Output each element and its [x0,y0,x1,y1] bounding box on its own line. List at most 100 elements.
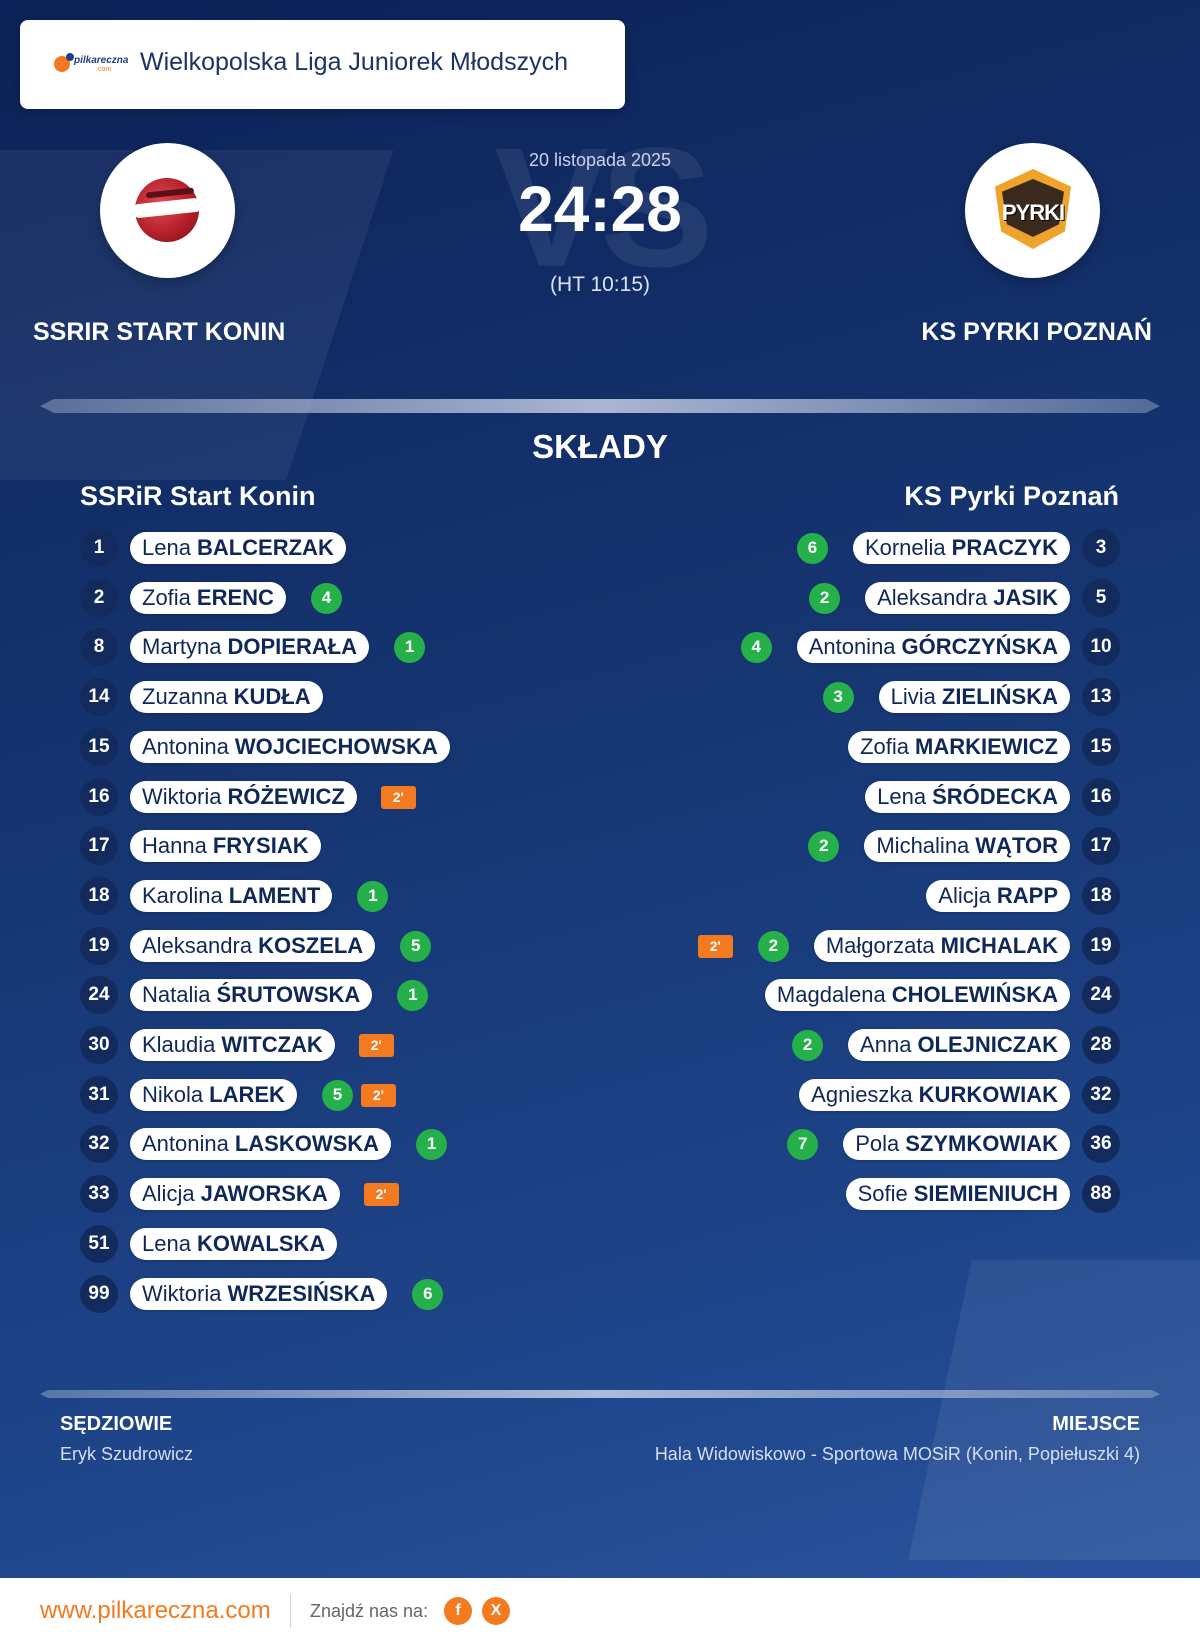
player-last-name: ŚRUTOWSKA [216,982,361,1007]
jersey-number: 28 [1082,1026,1120,1064]
player-last-name: CHOLEWIŃSKA [891,982,1058,1007]
player-first-name: Karolina [142,883,223,908]
player-first-name: Sofie [857,1181,908,1206]
goals-badge: 6 [412,1278,444,1310]
player-name: Małgorzata MICHALAK [813,930,1070,962]
match-score: 24:28 [518,173,682,245]
player-name: Antonina LASKOWSKA [130,1128,392,1160]
jersey-number: 17 [1082,827,1120,865]
jersey-number: 18 [80,877,118,915]
footer: www.pilkareczna.com Znajdź nas na: f X [0,1578,1200,1646]
venue-label: MIEJSCE [1052,1413,1140,1435]
player-row: 8 Martyna DOPIERAŁA 1 [80,628,426,666]
player-last-name: LASKOWSKA [234,1131,380,1156]
player-first-name: Martyna [142,634,222,659]
player-name: Natalia ŚRUTOWSKA [130,979,373,1011]
jersey-number: 16 [80,778,118,816]
player-last-name: ERENC [196,585,274,610]
player-name: Alicja JAWORSKA [130,1178,340,1210]
player-row: 36 Pola SZYMKOWIAK 7 [787,1125,1120,1163]
goals-badge: 4 [740,631,772,663]
venue-value: Hala Widowiskowo - Sportowa MOSiR (Konin… [654,1444,1140,1464]
player-last-name: OLEJNICZAK [917,1032,1058,1057]
player-name: Wiktoria WRZESIŃSKA [130,1278,388,1310]
player-name: Zuzanna KUDŁA [130,681,323,713]
player-first-name: Lena [142,535,191,560]
referees-value: Eryk Szudrowicz [60,1444,194,1464]
player-row: 31 Nikola LAREK 5 2' [80,1076,396,1114]
player-first-name: Agnieszka [811,1082,913,1107]
player-first-name: Klaudia [142,1032,216,1057]
x-icon[interactable]: X [482,1597,510,1625]
player-first-name: Małgorzata [825,933,935,958]
player-first-name: Anna [860,1032,912,1057]
jersey-number: 88 [1082,1175,1120,1213]
player-row: 1 Lena BALCERZAK [80,529,346,567]
goals-badge: 7 [787,1128,819,1160]
jersey-number: 30 [80,1026,118,1064]
player-first-name: Livia [890,684,936,709]
find-us-label: Znajdź nas na: [310,1601,429,1621]
player-first-name: Aleksandra [142,933,253,958]
player-last-name: FRYSIAK [212,833,309,858]
player-first-name: Wiktoria [142,1281,222,1306]
jersey-number: 2 [80,579,118,617]
player-last-name: MICHALAK [940,933,1058,958]
goals-badge: 1 [397,979,429,1011]
player-first-name: Michalina [876,833,970,858]
footer-separator [290,1594,291,1628]
player-name: Zofia MARKIEWICZ [848,731,1070,763]
player-name: Martyna DOPIERAŁA [130,631,370,663]
player-name: Lena ŚRÓDECKA [865,781,1070,813]
player-row: 15 Antonina WOJCIECHOWSKA [80,728,450,766]
jersey-number: 36 [1082,1125,1120,1163]
jersey-number: 1 [80,529,118,567]
suspension-badge: 2' [697,934,733,958]
suspension-badge: 2' [360,1083,396,1107]
jersey-number: 24 [80,976,118,1014]
goals-badge: 6 [796,532,828,564]
player-first-name: Wiktoria [142,784,222,809]
player-row: 13 Livia ZIELIŃSKA 3 [822,678,1120,716]
player-last-name: MARKIEWICZ [915,734,1058,759]
section-divider [40,399,1160,413]
player-name: Alicja RAPP [926,880,1070,912]
player-row: 24 Natalia ŚRUTOWSKA 1 [80,976,429,1014]
goals-badge: 1 [416,1128,448,1160]
referees-label: SĘDZIOWIE [60,1413,173,1435]
pilkareczna-logo: pilkareczna .com [50,50,130,80]
player-last-name: PRACZYK [951,535,1058,560]
player-row: 18 Karolina LAMENT 1 [80,877,389,915]
player-first-name: Pola [855,1131,900,1156]
jersey-number: 32 [80,1125,118,1163]
player-row: 17 Michalina WĄTOR 2 [808,827,1120,865]
player-name: Zofia ERENC [130,582,286,614]
player-last-name: KOWALSKA [196,1231,326,1256]
player-row: 16 Wiktoria RÓŻEWICZ 2' [80,778,416,816]
player-first-name: Alicja [938,883,991,908]
goals-badge: 3 [822,681,854,713]
player-last-name: GÓRCZYŃSKA [901,634,1058,659]
player-last-name: WOJCIECHOWSKA [234,734,438,759]
player-name: Aleksandra JASIK [865,582,1070,614]
home-team-name: SSRIR START KONIN [33,318,286,346]
player-name: Anna OLEJNICZAK [848,1029,1070,1061]
player-name: Livia ZIELIŃSKA [878,681,1070,713]
player-last-name: LAMENT [228,883,321,908]
player-first-name: Antonina [142,734,229,759]
player-row: 10 Antonina GÓRCZYŃSKA 4 [740,628,1120,666]
player-last-name: KOSZELA [258,933,364,958]
player-name: Hanna FRYSIAK [130,830,321,862]
facebook-icon[interactable]: f [444,1597,472,1625]
player-name: Nikola LAREK [130,1079,297,1111]
player-first-name: Aleksandra [877,585,988,610]
website-link[interactable]: www.pilkareczna.com [40,1597,271,1624]
player-row: 5 Aleksandra JASIK 2 [809,579,1120,617]
jersey-number: 32 [1082,1076,1120,1114]
player-last-name: RÓŻEWICZ [227,784,345,809]
suspension-badge: 2' [380,785,416,809]
background-shape [908,1260,1200,1560]
goals-badge: 1 [394,631,426,663]
jersey-number: 13 [1082,678,1120,716]
